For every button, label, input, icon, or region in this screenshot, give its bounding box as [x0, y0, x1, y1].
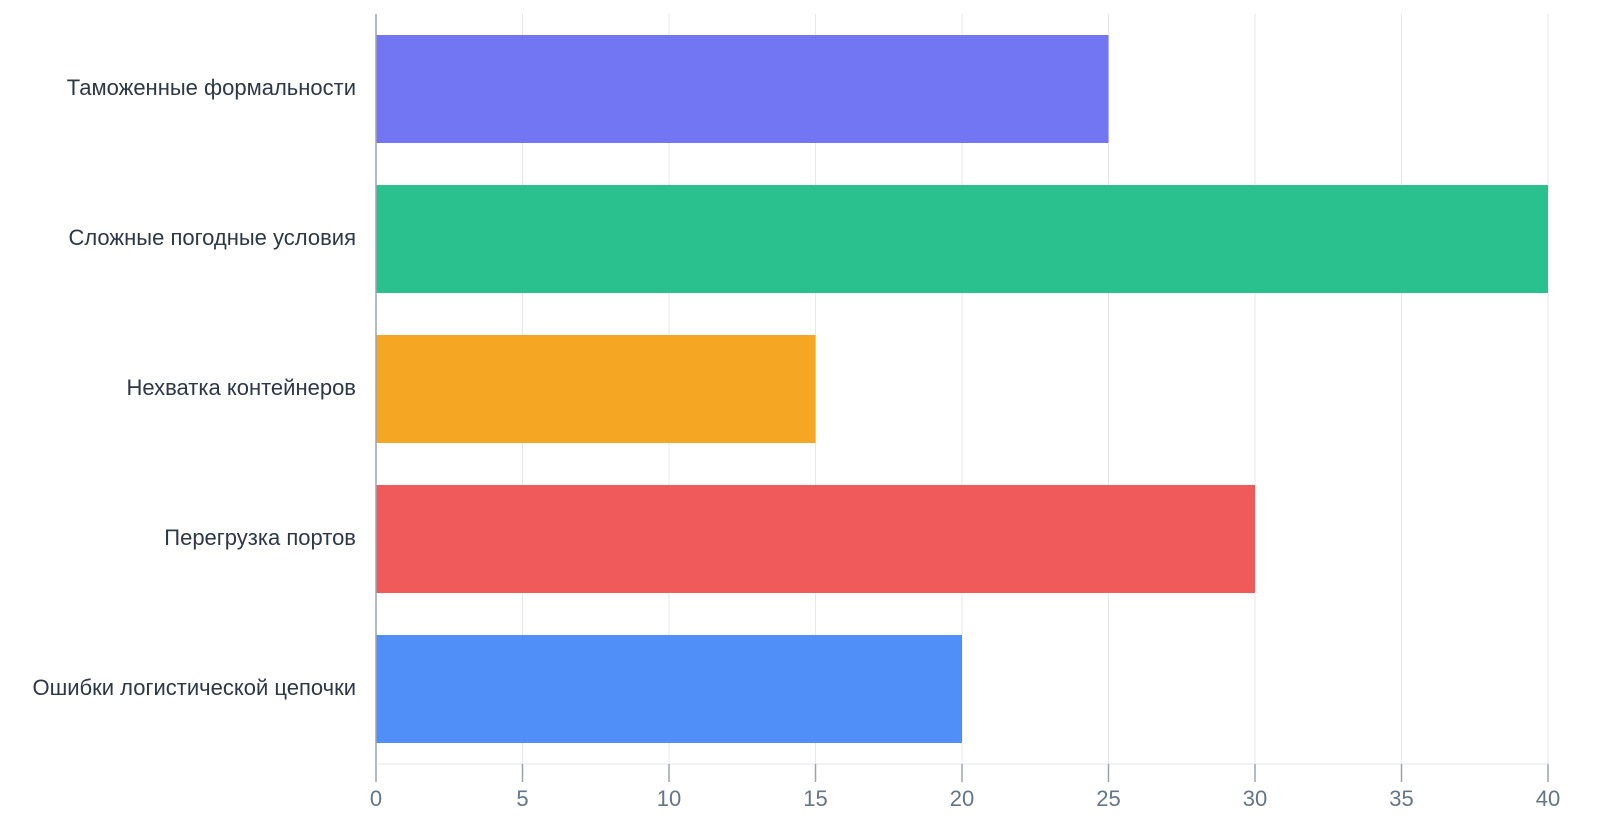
category-label-4: Перегрузка портов	[164, 525, 356, 550]
x-tick-label-15: 15	[803, 786, 827, 811]
axes	[375, 14, 1549, 782]
bar-2	[376, 185, 1548, 293]
x-tick-label-0: 0	[370, 786, 382, 811]
x-tick-label-20: 20	[950, 786, 974, 811]
x-tick-label-35: 35	[1389, 786, 1413, 811]
x-tick-label-10: 10	[657, 786, 681, 811]
x-tick-label-5: 5	[516, 786, 528, 811]
category-label-5: Ошибки логистической цепочки	[32, 675, 356, 700]
bar-3	[376, 335, 816, 443]
x-tick-label-30: 30	[1243, 786, 1267, 811]
x-tick-labels: 0 5 10 15 20 25 30 35 40	[370, 786, 1560, 811]
bar-1	[376, 35, 1109, 143]
category-label-1: Таможенные формальности	[67, 75, 356, 100]
category-label-2: Сложные погодные условия	[68, 225, 356, 250]
bars	[376, 35, 1548, 743]
bar-5	[376, 635, 962, 743]
category-labels: Таможенные формальности Сложные погодные …	[32, 75, 356, 700]
bar-4	[376, 485, 1255, 593]
x-tick-label-40: 40	[1536, 786, 1560, 811]
category-label-3: Нехватка контейнеров	[126, 375, 356, 400]
x-tick-label-25: 25	[1096, 786, 1120, 811]
